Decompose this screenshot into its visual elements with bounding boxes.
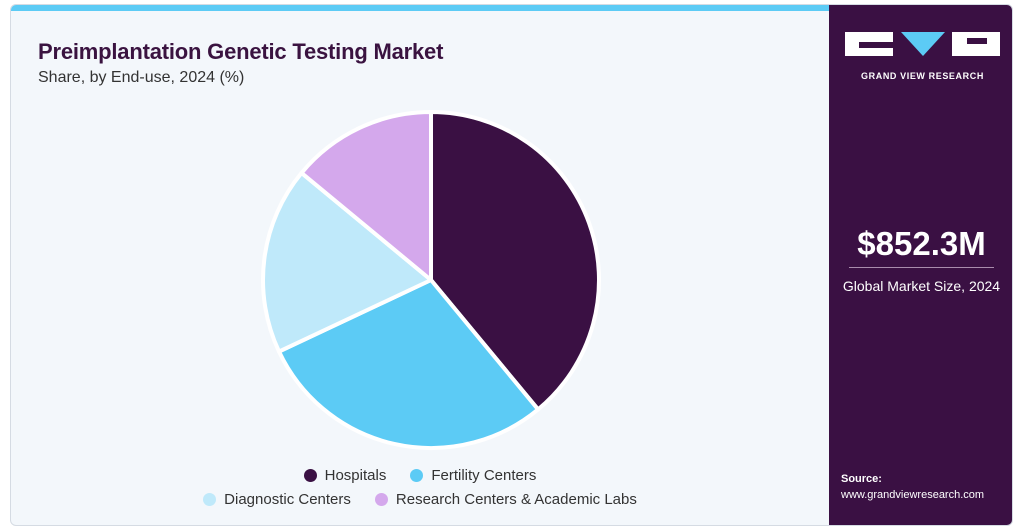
- market-value: $852.3M: [857, 225, 986, 262]
- legend-swatch-diagnostic-centers: [203, 493, 217, 506]
- pie-slice-hospitals: [429, 110, 601, 412]
- market-label: Global Market Size, 2024: [842, 278, 1001, 294]
- legend-label-fertility-centers: Fertility Centers: [431, 467, 537, 484]
- gvr-logo-icon: [845, 32, 1000, 56]
- chart-card: Preimplantation Genetic Testing Market S…: [10, 4, 1013, 526]
- legend-row-2: Diagnostic Centers Research Centers & Ac…: [11, 491, 829, 508]
- pie-slice-diagnostic-centers: [261, 170, 433, 354]
- legend-label-research-centers: Research Centers & Academic Labs: [395, 491, 637, 508]
- source-url[interactable]: www.grandviewresearch.com: [841, 489, 985, 501]
- side-panel: GRAND VIEW RESEARCH $852.3M Global Marke…: [829, 5, 1012, 525]
- chart-subtitle: Share, by End-use, 2024 (%): [38, 69, 245, 86]
- grand-view-research-logo: GRAND VIEW RESEARCH: [845, 31, 1000, 81]
- legend-item-fertility-centers: Fertility Centers: [410, 467, 536, 484]
- legend-item-diagnostic-centers: Diagnostic Centers: [203, 491, 351, 508]
- legend-label-diagnostic-centers: Diagnostic Centers: [224, 491, 351, 508]
- legend-row-1: Hospitals Fertility Centers: [11, 467, 829, 484]
- legend-label-hospitals: Hospitals: [324, 467, 387, 484]
- top-accent-bar: [11, 5, 829, 11]
- chart-area: Preimplantation Genetic Testing Market S…: [11, 5, 829, 525]
- source-label: Source:: [841, 473, 882, 485]
- brand-name: GRAND VIEW RESEARCH: [861, 71, 984, 81]
- legend-swatch-research-centers: [374, 493, 388, 506]
- pie-slice-research-centers-academic-labs: [299, 110, 433, 282]
- legend-swatch-hospitals: [303, 469, 317, 482]
- pie-chart: [261, 110, 601, 450]
- legend-swatch-fertility-centers: [410, 469, 424, 482]
- divider: [849, 267, 994, 268]
- legend-item-hospitals: Hospitals: [303, 467, 387, 484]
- chart-title: Preimplantation Genetic Testing Market: [38, 39, 444, 64]
- legend-item-research-centers: Research Centers & Academic Labs: [374, 491, 637, 508]
